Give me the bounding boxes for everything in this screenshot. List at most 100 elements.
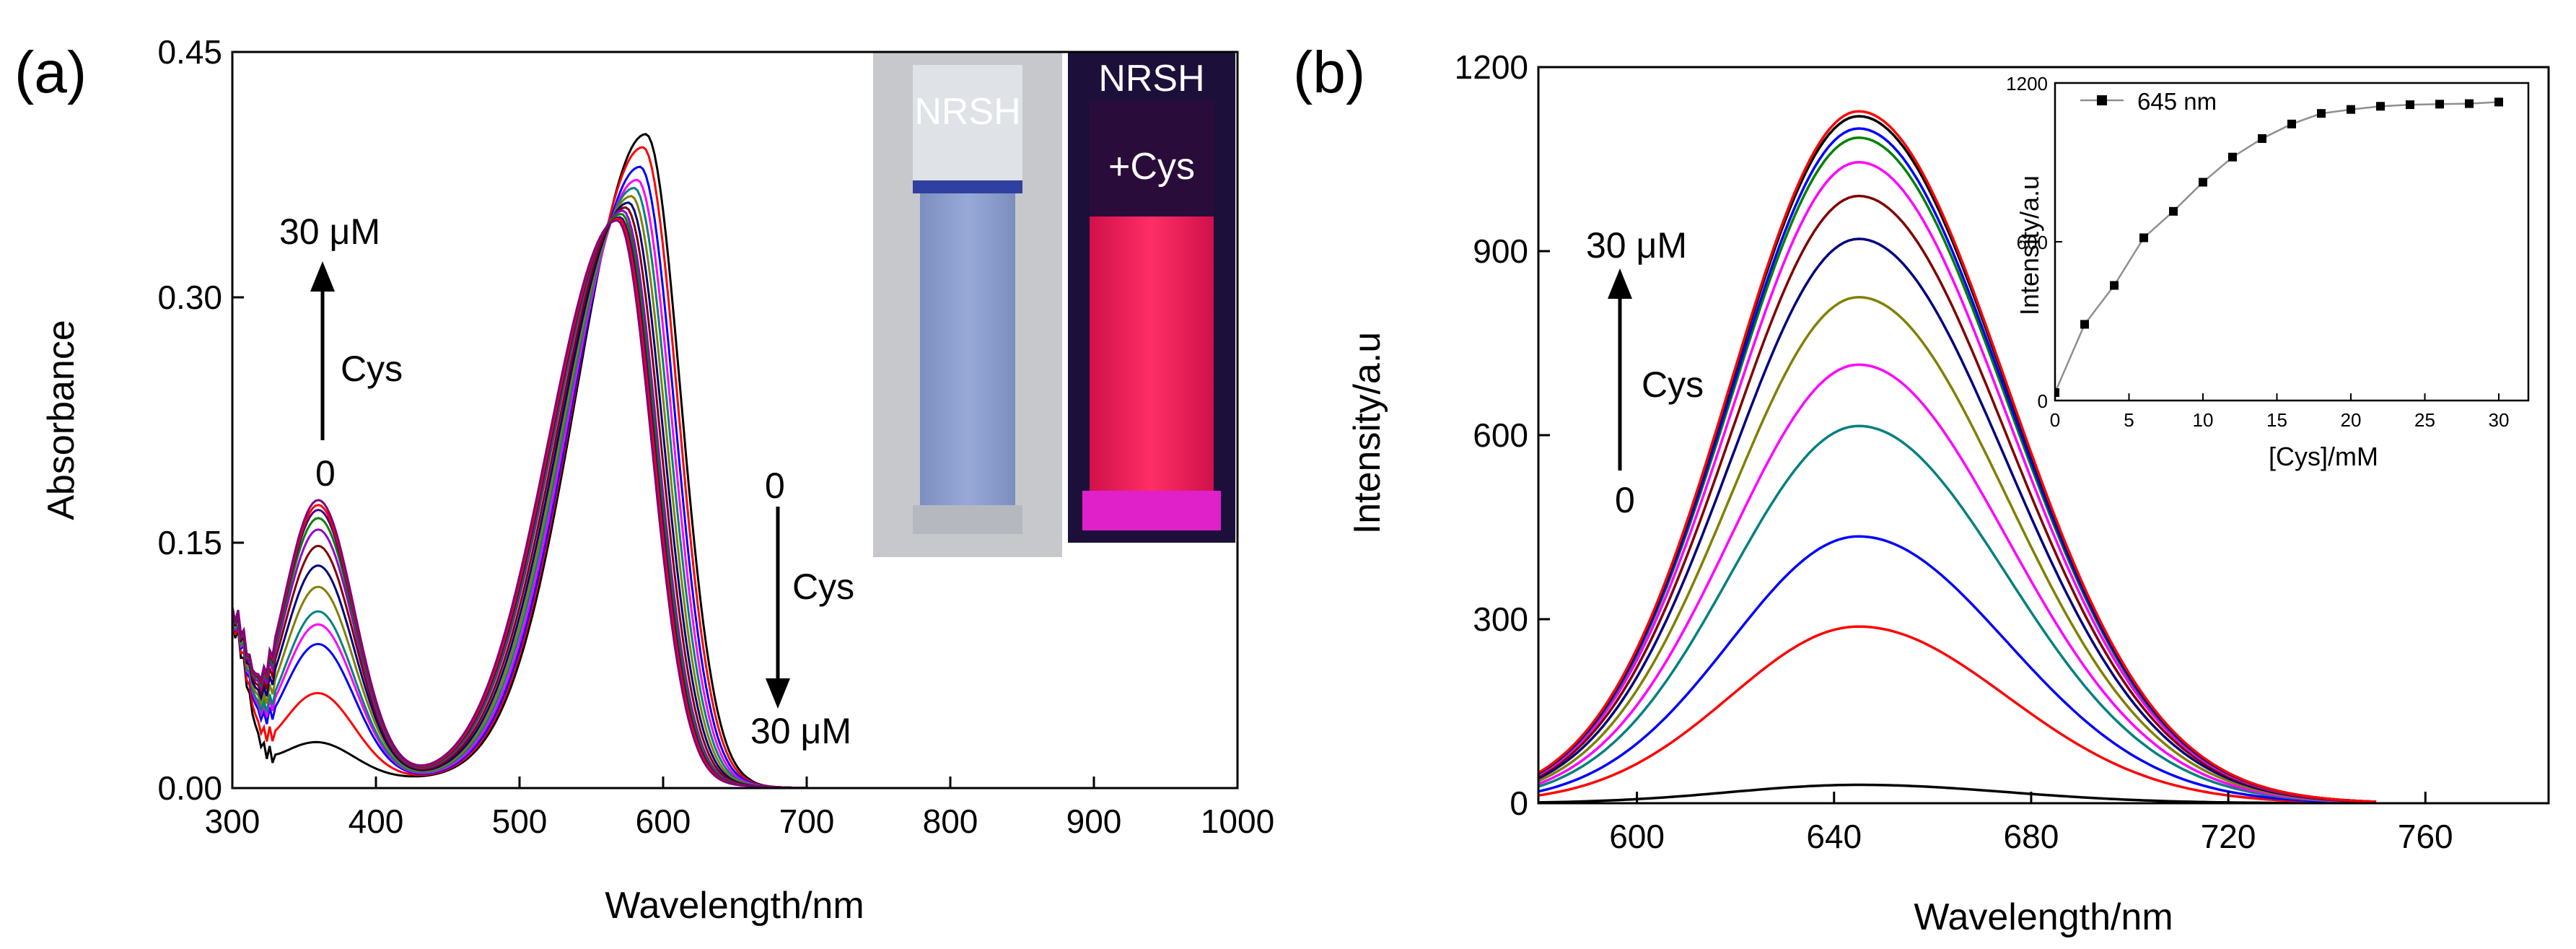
cuvette-pink-base [1082, 491, 1221, 530]
inset-ticks: 0 5 10 15 20 25 30 0 600 1200 [2006, 73, 2509, 431]
panel-b-ylabel: Intensity/a.u [1346, 332, 1388, 534]
emission-curve [1538, 424, 2377, 803]
cuvette-blue-body [920, 188, 1015, 505]
inset-y-tick-label: 1200 [2006, 73, 2048, 95]
x-tick-label: 1000 [1201, 803, 1274, 840]
panel-a: (a) NRSH NRSH +Cys 300 400 500 600 700 800 900… [14, 33, 1274, 927]
arrow-down-mid-label: Cys [792, 567, 854, 607]
absorbance-curve [232, 201, 950, 788]
inset-point [2317, 109, 2326, 118]
arrow-up-top-label: 30 μM [279, 211, 380, 252]
x-tick-label: 700 [779, 803, 835, 840]
inset-legend-label: 645 nm [2137, 88, 2217, 115]
x-tick-label: 600 [1609, 818, 1665, 855]
inset-point [2435, 100, 2444, 109]
absorbance-curve [232, 206, 950, 788]
panel-a-label: (a) [14, 40, 87, 105]
inset-frame [2054, 82, 2530, 402]
x-tick-label: 300 [205, 803, 260, 840]
inset-point [2055, 388, 2059, 397]
panel-a-inset-photo: NRSH NRSH +Cys [873, 52, 1235, 557]
panel-a-ylabel: Absorbance [40, 320, 82, 520]
panel-b-xlabel: Wavelength/nm [1914, 896, 2173, 938]
inset-point [2199, 178, 2207, 187]
inset-x-tick-label: 30 [2489, 409, 2510, 431]
absorbance-curve [232, 219, 950, 788]
x-tick-label: 720 [2201, 818, 2256, 855]
x-tick-label: 600 [636, 803, 691, 840]
panel-b-label: (b) [1293, 40, 1365, 105]
inset-x-tick-label: 0 [2050, 409, 2060, 431]
inset-series [2055, 97, 2503, 397]
panel-b-curves [1538, 110, 2377, 803]
x-tick-label: 800 [923, 803, 978, 840]
inset-xlabel: [Cys]/mM [2269, 442, 2378, 471]
panel-a-ticks: 300 400 500 600 700 800 900 1000 0.00 0.15 0.30 0.4… [157, 33, 1274, 840]
photo-left-label: NRSH [914, 91, 1020, 133]
arrow-b-bottom-label: 0 [1615, 480, 1635, 520]
inset-point [2465, 99, 2474, 108]
emission-curve [1538, 110, 2377, 803]
arrow-down-head [766, 678, 790, 709]
cuvette-blue-base [913, 505, 1022, 534]
inset-point [2080, 320, 2089, 329]
inset-point [2169, 206, 2178, 216]
inset-y-tick-label: 0 [2038, 390, 2048, 412]
photo-right-label-2: +Cys [1108, 146, 1195, 188]
arrow-b-top-label: 30 μM [1586, 225, 1687, 266]
inset-point [2258, 134, 2266, 143]
inset-point [2287, 119, 2296, 128]
x-tick-label: 680 [2004, 818, 2059, 855]
panel-a-xlabel: Wavelength/nm [605, 885, 864, 927]
cuvette-blue-glass [913, 65, 1022, 180]
photo-right-label-1: NRSH [1098, 58, 1204, 100]
inset-legend-marker [2097, 95, 2107, 105]
x-tick-label: 900 [1066, 803, 1122, 840]
emission-curve [1538, 296, 2377, 803]
y-tick-label: 300 [1473, 600, 1528, 638]
inset-point [2376, 102, 2385, 111]
y-tick-label: 900 [1473, 232, 1528, 270]
absorbance-curve [232, 178, 950, 788]
arrow-up-bottom-label: 0 [315, 453, 336, 494]
inset-x-tick-label: 15 [2266, 409, 2287, 431]
panel-a-curves [232, 133, 950, 788]
emission-curve [1538, 237, 2377, 803]
arrow-b-mid-label: Cys [1642, 364, 1704, 405]
x-tick-label: 760 [2398, 818, 2453, 855]
inset-legend: 645 nm [2080, 88, 2217, 115]
y-tick-label: 0.15 [157, 524, 222, 561]
absorbance-curve [232, 195, 950, 788]
inset-point [2494, 97, 2503, 107]
x-tick-label: 640 [1806, 818, 1862, 855]
cuvette-pink-top [1090, 101, 1214, 217]
emission-curve [1538, 363, 2377, 803]
cuvette-pink-body [1090, 217, 1214, 491]
inset-point [2228, 152, 2237, 162]
y-tick-label: 0.00 [157, 769, 222, 807]
arrow-down-top-label: 0 [765, 465, 785, 506]
emission-curve [1538, 535, 2377, 803]
panel-b-ticks: 600 640 680 720 760 0 300 600 900 1200 [1455, 48, 2453, 855]
inset-y-tick-label: 600 [2017, 232, 2048, 253]
arrow-up-mid-label: Cys [341, 349, 403, 389]
inset-x-tick-label: 25 [2414, 409, 2435, 431]
inset-ylabel: Intensity/a.u [2015, 175, 2044, 315]
arrow-up-head [310, 261, 335, 292]
inset-point [2139, 233, 2148, 242]
emission-curve [1538, 625, 2377, 803]
absorbance-curve [232, 186, 950, 788]
inset-point [2347, 105, 2355, 114]
panel-b-inset: 0 5 10 15 20 25 30 0 600 1200 645 nm [Cys]/mM Int… [2006, 73, 2530, 471]
x-tick-label: 500 [492, 803, 548, 840]
panel-a-axes-frame [231, 51, 1239, 790]
arrow-down-bottom-label: 30 μM [750, 711, 851, 751]
y-tick-label: 0 [1510, 784, 1528, 822]
y-tick-label: 600 [1473, 416, 1528, 454]
inset-x-tick-label: 5 [2124, 409, 2134, 431]
arrow-b-head [1608, 268, 1632, 299]
inset-point [2406, 100, 2414, 110]
inset-x-tick-label: 20 [2341, 409, 2362, 431]
